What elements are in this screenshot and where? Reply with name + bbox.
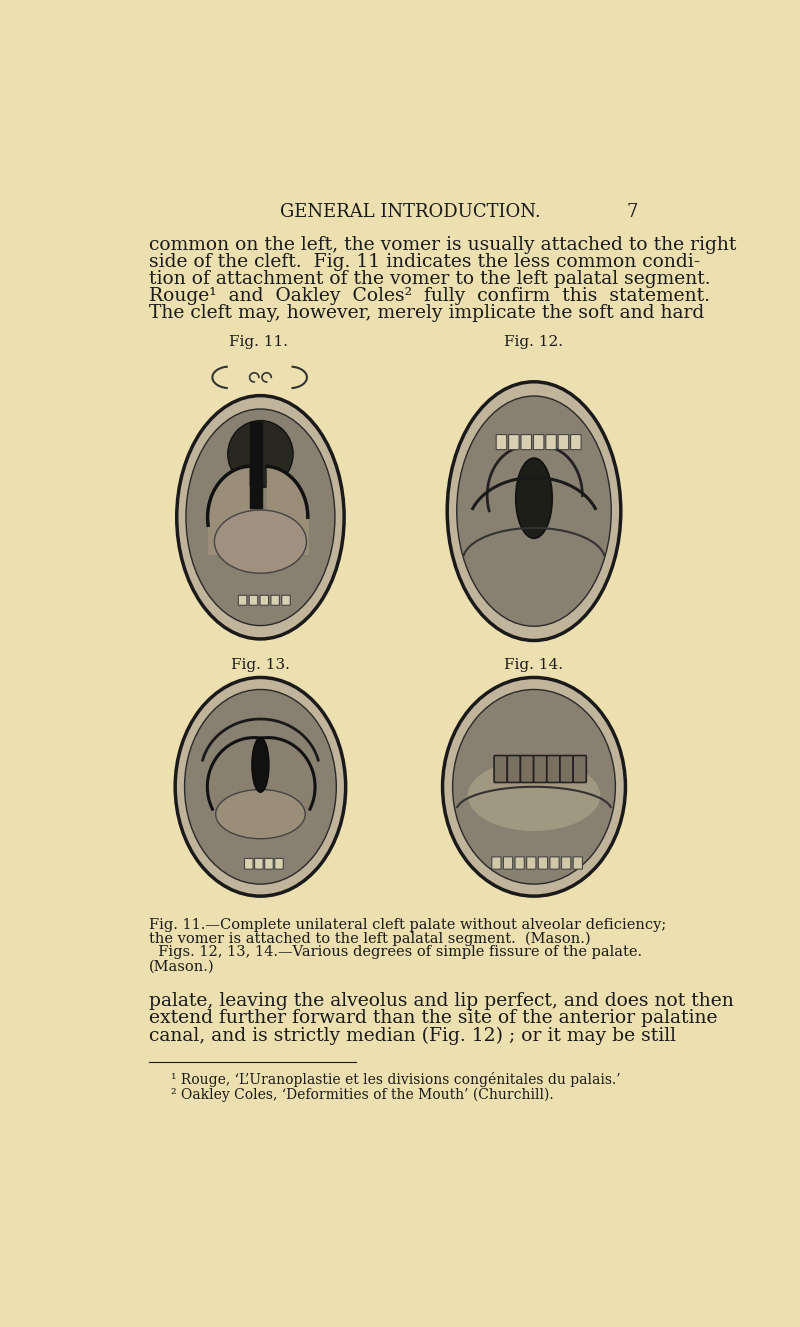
- Text: The cleft may, however, merely implicate the soft and hard: The cleft may, however, merely implicate…: [149, 304, 704, 322]
- Ellipse shape: [177, 395, 344, 638]
- FancyBboxPatch shape: [521, 434, 531, 450]
- FancyBboxPatch shape: [546, 434, 556, 450]
- Ellipse shape: [457, 395, 611, 626]
- FancyBboxPatch shape: [515, 857, 524, 869]
- Text: the vomer is attached to the left palatal segment.  (Mason.): the vomer is attached to the left palata…: [149, 932, 590, 946]
- FancyBboxPatch shape: [550, 857, 559, 869]
- Text: side of the cleft.  Fig. 11 indicates the less common condi-: side of the cleft. Fig. 11 indicates the…: [149, 253, 700, 271]
- Text: Rouge¹  and  Oakley  Coles²  fully  confirm  this  statement.: Rouge¹ and Oakley Coles² fully confirm t…: [149, 287, 710, 305]
- Text: Fig. 13.: Fig. 13.: [231, 658, 290, 673]
- Text: tion of attachment of the vomer to the left palatal segment.: tion of attachment of the vomer to the l…: [149, 271, 710, 288]
- Ellipse shape: [468, 760, 600, 831]
- FancyBboxPatch shape: [573, 857, 582, 869]
- Text: Figs. 12, 13, 14.—Various degrees of simple fissure of the palate.: Figs. 12, 13, 14.—Various degrees of sim…: [149, 945, 642, 959]
- Ellipse shape: [252, 738, 269, 792]
- FancyBboxPatch shape: [274, 859, 283, 869]
- Ellipse shape: [447, 382, 621, 641]
- Text: (Mason.): (Mason.): [149, 959, 214, 973]
- Text: extend further forward than the site of the anterior palatine: extend further forward than the site of …: [149, 1010, 718, 1027]
- FancyBboxPatch shape: [570, 434, 581, 450]
- FancyBboxPatch shape: [538, 857, 547, 869]
- Text: Fig. 12.: Fig. 12.: [505, 334, 563, 349]
- Text: palate, leaving the alveolus and lip perfect, and does not then: palate, leaving the alveolus and lip per…: [149, 993, 734, 1010]
- Text: canal, and is strictly median (Fig. 12) ; or it may be still: canal, and is strictly median (Fig. 12) …: [149, 1026, 676, 1044]
- Text: ² Oakley Coles, ‘Deformities of the Mouth’ (Churchill).: ² Oakley Coles, ‘Deformities of the Mout…: [170, 1088, 553, 1103]
- Ellipse shape: [216, 790, 305, 839]
- FancyBboxPatch shape: [521, 755, 534, 783]
- Ellipse shape: [516, 458, 552, 539]
- FancyBboxPatch shape: [260, 596, 269, 605]
- FancyBboxPatch shape: [496, 434, 506, 450]
- FancyBboxPatch shape: [249, 596, 258, 605]
- Ellipse shape: [175, 678, 346, 896]
- FancyBboxPatch shape: [492, 857, 501, 869]
- Text: 7: 7: [627, 203, 638, 222]
- FancyBboxPatch shape: [558, 434, 569, 450]
- FancyBboxPatch shape: [560, 755, 573, 783]
- FancyBboxPatch shape: [245, 859, 253, 869]
- FancyBboxPatch shape: [238, 596, 247, 605]
- FancyBboxPatch shape: [282, 596, 290, 605]
- FancyBboxPatch shape: [534, 434, 544, 450]
- Ellipse shape: [442, 678, 626, 896]
- FancyBboxPatch shape: [509, 434, 519, 450]
- Ellipse shape: [228, 421, 293, 487]
- Text: Fig. 14.: Fig. 14.: [505, 658, 563, 673]
- FancyBboxPatch shape: [503, 857, 513, 869]
- Text: Fig. 11.: Fig. 11.: [230, 334, 288, 349]
- FancyBboxPatch shape: [265, 859, 274, 869]
- Ellipse shape: [186, 409, 335, 625]
- FancyBboxPatch shape: [254, 859, 263, 869]
- Ellipse shape: [214, 510, 306, 573]
- Text: Fig. 11.—Complete unilateral cleft palate without alveolar deficiency;: Fig. 11.—Complete unilateral cleft palat…: [149, 918, 666, 932]
- Text: common on the left, the vomer is usually attached to the right: common on the left, the vomer is usually…: [149, 236, 736, 255]
- Ellipse shape: [453, 690, 615, 884]
- FancyBboxPatch shape: [526, 857, 536, 869]
- FancyBboxPatch shape: [507, 755, 521, 783]
- FancyBboxPatch shape: [494, 755, 507, 783]
- FancyBboxPatch shape: [271, 596, 279, 605]
- Text: GENERAL INTRODUCTION.: GENERAL INTRODUCTION.: [280, 203, 540, 222]
- Ellipse shape: [185, 690, 336, 884]
- FancyBboxPatch shape: [573, 755, 586, 783]
- FancyBboxPatch shape: [534, 755, 546, 783]
- FancyBboxPatch shape: [546, 755, 560, 783]
- FancyBboxPatch shape: [562, 857, 571, 869]
- Text: ¹ Rouge, ‘L’Uranoplastie et les divisions congénitales du palais.’: ¹ Rouge, ‘L’Uranoplastie et les division…: [170, 1072, 620, 1087]
